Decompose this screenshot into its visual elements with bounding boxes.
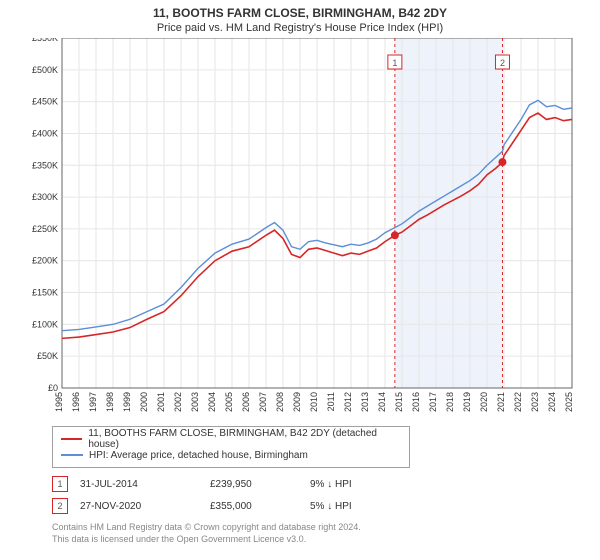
x-tick-label: 2013 — [360, 392, 370, 412]
y-tick-label: £150K — [32, 288, 58, 298]
x-tick-label: 2001 — [156, 392, 166, 412]
x-tick-label: 2000 — [139, 392, 149, 412]
sale-delta: 9% ↓ HPI — [310, 479, 400, 490]
x-tick-label: 2016 — [411, 392, 421, 412]
chart-subtitle: Price paid vs. HM Land Registry's House … — [0, 20, 600, 38]
x-tick-label: 2002 — [173, 392, 183, 412]
y-tick-label: £550K — [32, 38, 58, 43]
event-label: 2 — [500, 58, 505, 68]
sale-price: £239,950 — [210, 479, 310, 490]
x-tick-label: 2017 — [428, 392, 438, 412]
y-tick-label: £200K — [32, 256, 58, 266]
y-tick-label: £350K — [32, 160, 58, 170]
sale-date: 31-JUL-2014 — [80, 479, 210, 490]
x-tick-label: 2020 — [479, 392, 489, 412]
y-tick-label: £250K — [32, 224, 58, 234]
x-tick-label: 1999 — [122, 392, 132, 412]
y-tick-label: £500K — [32, 65, 58, 75]
x-tick-label: 2005 — [224, 392, 234, 412]
legend-box: 11, BOOTHS FARM CLOSE, BIRMINGHAM, B42 2… — [52, 426, 410, 468]
sale-marker: 2 — [52, 498, 68, 514]
sale-marker: 1 — [52, 476, 68, 492]
x-tick-label: 2010 — [309, 392, 319, 412]
x-tick-label: 2004 — [207, 392, 217, 412]
x-tick-label: 2011 — [326, 392, 336, 411]
x-tick-label: 2024 — [547, 392, 557, 412]
shaded-region — [395, 38, 503, 388]
x-tick-label: 2022 — [513, 392, 523, 412]
footer: Contains HM Land Registry data © Crown c… — [52, 522, 600, 545]
y-tick-label: £400K — [32, 128, 58, 138]
legend-swatch — [61, 454, 83, 456]
x-tick-label: 2014 — [377, 392, 387, 412]
sale-dot — [391, 231, 399, 239]
sale-dot — [498, 158, 506, 166]
x-tick-label: 2021 — [496, 392, 506, 412]
x-tick-label: 2025 — [564, 392, 574, 412]
x-tick-label: 1995 — [54, 392, 64, 412]
x-tick-label: 2009 — [292, 392, 302, 412]
chart-svg: £0 £50K £100K £150K £200K £250K £300K £350K £400… — [20, 38, 580, 418]
y-tick-label: £300K — [32, 192, 58, 202]
x-tick-label: 2007 — [258, 392, 268, 412]
y-tick-label: £100K — [32, 319, 58, 329]
footer-line2: This data is licensed under the Open Gov… — [52, 534, 600, 546]
footer-line1: Contains HM Land Registry data © Crown c… — [52, 522, 600, 534]
legend-swatch — [61, 438, 82, 440]
sales-table: 1 31-JUL-2014£239,9509% ↓ HPI 2 27-NOV-2020… — [52, 476, 600, 514]
x-tick-label: 2006 — [241, 392, 251, 412]
x-tick-label: 2003 — [190, 392, 200, 412]
y-tick-label: £50K — [37, 351, 58, 361]
x-tick-label: 2019 — [462, 392, 472, 412]
sale-price: £355,000 — [210, 501, 310, 512]
chart-title: 11, BOOTHS FARM CLOSE, BIRMINGHAM, B42 2… — [0, 0, 600, 20]
sale-delta: 5% ↓ HPI — [310, 501, 400, 512]
x-tick-label: 2012 — [343, 392, 353, 412]
y-tick-label: £0 — [48, 383, 58, 393]
x-tick-label: 2023 — [530, 392, 540, 412]
x-tick-label: 1996 — [71, 392, 81, 412]
x-tick-label: 1998 — [105, 392, 115, 412]
legend-label: 11, BOOTHS FARM CLOSE, BIRMINGHAM, B42 2… — [88, 428, 401, 450]
sale-date: 27-NOV-2020 — [80, 501, 210, 512]
x-tick-label: 2008 — [275, 392, 285, 412]
x-tick-label: 2015 — [394, 392, 404, 412]
x-tick-label: 2018 — [445, 392, 455, 412]
legend-label: HPI: Average price, detached house, Birm… — [89, 450, 308, 461]
legend-row: 11, BOOTHS FARM CLOSE, BIRMINGHAM, B42 2… — [61, 431, 401, 447]
x-tick-label: 1997 — [88, 392, 98, 412]
y-tick-label: £450K — [32, 97, 58, 107]
event-label: 1 — [392, 58, 397, 68]
chart-area: £0 £50K £100K £150K £200K £250K £300K £350K £400… — [20, 38, 580, 418]
